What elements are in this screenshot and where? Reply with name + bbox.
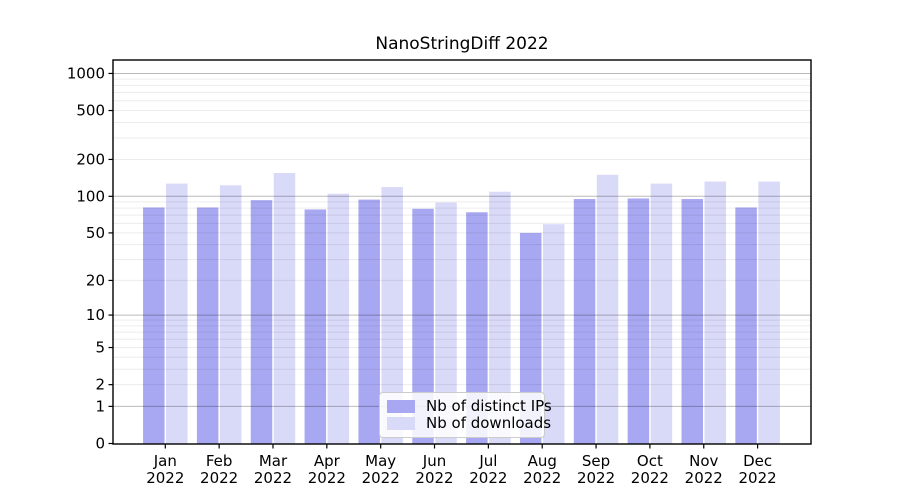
x-tick-label-year: 2022 bbox=[146, 469, 184, 487]
bar-distinct-ips-jun bbox=[412, 208, 434, 444]
bar-distinct-ips-apr bbox=[304, 209, 327, 444]
y-tick-label: 500 bbox=[76, 102, 105, 120]
x-tick-label-year: 2022 bbox=[523, 469, 561, 487]
bar-distinct-ips-may bbox=[358, 199, 380, 444]
bar-downloads-aug bbox=[542, 224, 565, 444]
y-tick-label: 50 bbox=[86, 224, 105, 242]
x-tick-label-month: Mar bbox=[259, 452, 288, 470]
bar-downloads-dec bbox=[758, 181, 780, 445]
x-tick-label-year: 2022 bbox=[469, 469, 507, 487]
chart-title: NanoStringDiff 2022 bbox=[375, 34, 549, 54]
bar-downloads-apr bbox=[327, 193, 350, 444]
x-tick-label-month: Jul bbox=[478, 452, 497, 470]
y-tick-label: 0 bbox=[95, 435, 105, 453]
x-tick-label-year: 2022 bbox=[308, 469, 346, 487]
x-tick-label-month: Oct bbox=[637, 452, 663, 470]
legend-item-distinct-ips: Nb of distinct IPs bbox=[387, 399, 552, 414]
bar-downloads-sep bbox=[596, 174, 619, 444]
legend-label-distinct-ips: Nb of distinct IPs bbox=[426, 397, 552, 415]
bar-distinct-ips-nov bbox=[681, 199, 703, 444]
bar-distinct-ips-mar bbox=[250, 200, 273, 444]
legend-item-downloads: Nb of downloads bbox=[387, 416, 551, 431]
x-tick-label-month: Sep bbox=[582, 452, 610, 470]
x-tick-label-month: Nov bbox=[689, 452, 718, 470]
bar-distinct-ips-feb bbox=[196, 207, 219, 444]
bar-distinct-ips-aug bbox=[519, 232, 542, 444]
y-tick-label: 200 bbox=[76, 150, 105, 168]
x-tick-label-year: 2022 bbox=[362, 469, 400, 487]
y-tick-label: 10 bbox=[86, 306, 105, 324]
x-tick-label-year: 2022 bbox=[254, 469, 292, 487]
x-tick-label-year: 2022 bbox=[415, 469, 453, 487]
y-tick-label: 20 bbox=[86, 271, 105, 289]
bar-downloads-may bbox=[381, 187, 403, 444]
bar-distinct-ips-jul bbox=[466, 212, 488, 444]
y-tick-label: 2 bbox=[95, 376, 105, 394]
y-tick-label: 1000 bbox=[67, 64, 105, 82]
bar-downloads-feb bbox=[219, 185, 242, 444]
bar-downloads-jan bbox=[166, 183, 188, 444]
bar-distinct-ips-sep bbox=[573, 199, 596, 444]
x-tick-label-month: Apr bbox=[314, 452, 341, 470]
x-tick-label-year: 2022 bbox=[577, 469, 615, 487]
y-tick-label: 1 bbox=[95, 397, 105, 415]
legend: Nb of distinct IPs Nb of downloads bbox=[379, 392, 552, 438]
bar-distinct-ips-dec bbox=[735, 207, 757, 444]
x-tick-label-month: Jan bbox=[153, 452, 177, 470]
x-tick-label-month: May bbox=[365, 452, 396, 470]
x-tick-label-year: 2022 bbox=[685, 469, 723, 487]
legend-swatch-downloads bbox=[387, 417, 415, 430]
x-tick-label-month: Feb bbox=[206, 452, 233, 470]
bar-downloads-oct bbox=[650, 183, 673, 444]
x-tick-label-year: 2022 bbox=[739, 469, 777, 487]
y-tick-label: 100 bbox=[76, 187, 105, 205]
x-tick-label-month: Aug bbox=[528, 452, 557, 470]
bar-downloads-jun bbox=[435, 202, 457, 444]
x-tick-label-month: Dec bbox=[743, 452, 772, 470]
legend-label-downloads: Nb of downloads bbox=[426, 414, 552, 432]
bar-downloads-nov bbox=[704, 181, 726, 445]
x-tick-label-year: 2022 bbox=[200, 469, 238, 487]
y-tick-label: 5 bbox=[95, 339, 105, 357]
x-tick-label-year: 2022 bbox=[631, 469, 669, 487]
bar-distinct-ips-jan bbox=[143, 207, 165, 444]
plot-frame bbox=[112, 59, 812, 445]
bar-downloads-mar bbox=[273, 173, 296, 444]
x-tick-label-month: Jun bbox=[422, 452, 446, 470]
bar-downloads-jul bbox=[489, 191, 511, 444]
bar-distinct-ips-oct bbox=[627, 198, 650, 444]
legend-swatch-distinct-ips bbox=[387, 400, 415, 413]
